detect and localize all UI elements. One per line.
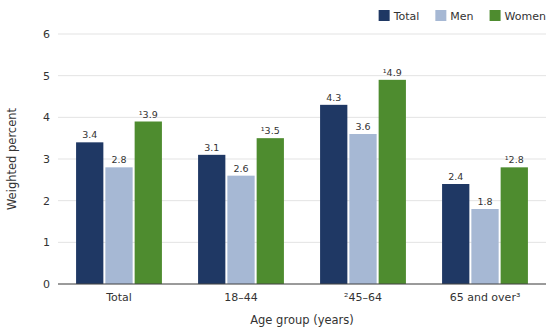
bar xyxy=(105,167,132,284)
bar xyxy=(227,176,254,284)
data-label: ¹2.8 xyxy=(505,154,524,165)
data-label: 3.4 xyxy=(82,129,97,140)
legend-item: Total xyxy=(379,10,420,23)
grid-line xyxy=(58,75,546,76)
x-axis: Total 18–44 ²45–64 65 and over³ xyxy=(105,291,520,304)
data-label: ¹3.5 xyxy=(261,125,280,136)
legend-item: Men xyxy=(435,10,473,23)
x-tick-label: ²45–64 xyxy=(344,291,382,304)
data-label: 3.1 xyxy=(204,142,219,153)
data-label: 3.6 xyxy=(355,121,370,132)
bar xyxy=(76,142,103,284)
x-tick-label: Total xyxy=(105,291,132,304)
y-tick-label: 0 xyxy=(43,278,50,291)
bar xyxy=(257,138,284,284)
y-axis: 0 1 2 3 4 5 6 xyxy=(43,28,546,291)
grid-line xyxy=(58,284,546,285)
legend-swatch xyxy=(435,10,446,21)
bar xyxy=(320,105,347,284)
legend-item: Women xyxy=(490,10,546,23)
legend-label: Men xyxy=(450,10,473,23)
legend-swatch xyxy=(379,10,390,21)
data-label: 1.8 xyxy=(477,196,492,207)
y-tick-label: 3 xyxy=(43,153,50,166)
x-tick-label: 65 and over³ xyxy=(450,291,521,304)
y-tick-label: 2 xyxy=(43,195,50,208)
y-tick-label: 4 xyxy=(43,111,50,124)
y-tick-label: 5 xyxy=(43,70,50,83)
legend-swatch xyxy=(490,10,501,21)
bar xyxy=(471,209,498,284)
chart-svg: 0 1 2 3 4 5 6 3.4 3.1 4.3 2.4 2.8 2.6 3.6 1.8 ¹3.9 ¹3.5 ¹… xyxy=(0,0,560,334)
bar xyxy=(135,122,162,285)
data-label: 2.6 xyxy=(233,163,248,174)
bar xyxy=(501,167,528,284)
data-label: 2.8 xyxy=(111,154,126,165)
data-label: 2.4 xyxy=(448,171,463,182)
chart-container: 0 1 2 3 4 5 6 3.4 3.1 4.3 2.4 2.8 2.6 3.6 1.8 ¹3.9 ¹3.5 ¹… xyxy=(0,0,560,334)
bar xyxy=(198,155,225,284)
x-tick-label: 18–44 xyxy=(224,291,258,304)
x-axis-label: Age group (years) xyxy=(250,313,354,327)
data-label: ¹3.9 xyxy=(139,109,158,120)
data-label: 4.3 xyxy=(326,92,341,103)
bar xyxy=(379,80,406,284)
x-axis-line xyxy=(58,284,546,285)
grid-line xyxy=(58,34,546,35)
data-label: ¹4.9 xyxy=(383,67,402,78)
bar xyxy=(349,134,376,284)
y-axis-label: Weighted percent xyxy=(5,107,19,210)
legend-label: Total xyxy=(393,10,420,23)
y-tick-label: 6 xyxy=(43,28,50,41)
bar xyxy=(442,184,469,284)
data-labels: 3.4 3.1 4.3 2.4 2.8 2.6 3.6 1.8 ¹3.9 ¹3.5 ¹4.9 ¹2.8 xyxy=(82,67,524,207)
grid-line xyxy=(58,117,546,118)
y-tick-label: 1 xyxy=(43,236,50,249)
legend-label: Women xyxy=(505,10,546,23)
legend: Total Men Women xyxy=(379,10,546,23)
bars xyxy=(76,80,528,284)
grid-line xyxy=(58,159,546,160)
